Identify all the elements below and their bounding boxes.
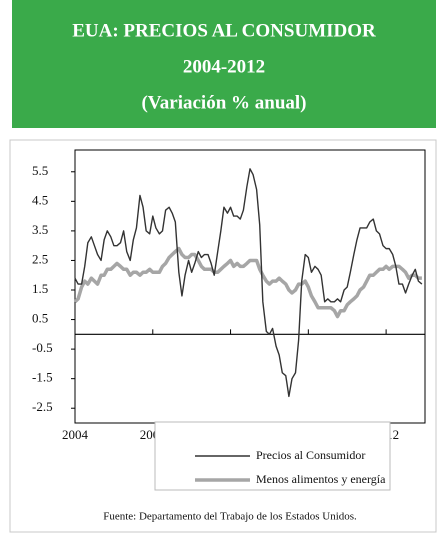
y-tick-label: 4.5 xyxy=(32,192,48,207)
series-line xyxy=(73,246,422,319)
x-tick-label: 2004 xyxy=(62,427,89,442)
chart-period: 2004-2012 xyxy=(183,56,265,77)
chart-subtitle: (Variación % anual) xyxy=(141,92,306,113)
y-tick-label: -0.5 xyxy=(32,340,53,355)
y-tick-label: -1.5 xyxy=(32,370,53,385)
legend-label: Precios al Consumidor xyxy=(256,448,365,462)
series-line xyxy=(74,168,423,398)
chart-title: EUA: PRECIOS AL CONSUMIDOR xyxy=(72,20,376,41)
plot-frame xyxy=(74,149,426,424)
source-note: Fuente: Departamento del Trabajo de los … xyxy=(103,511,357,523)
y-tick-label: 3.5 xyxy=(32,222,48,237)
y-tick-label: 1.5 xyxy=(32,281,48,296)
y-tick-label: -2.5 xyxy=(32,399,53,414)
legend-box xyxy=(154,421,391,491)
title-banner xyxy=(12,0,436,128)
legend-label: Menos alimentos y energía xyxy=(256,472,386,486)
y-tick-label: 2.5 xyxy=(32,251,48,266)
y-tick-label: 0.5 xyxy=(32,311,48,326)
chart-frame xyxy=(9,139,437,533)
y-tick-label: 5.5 xyxy=(32,163,48,178)
